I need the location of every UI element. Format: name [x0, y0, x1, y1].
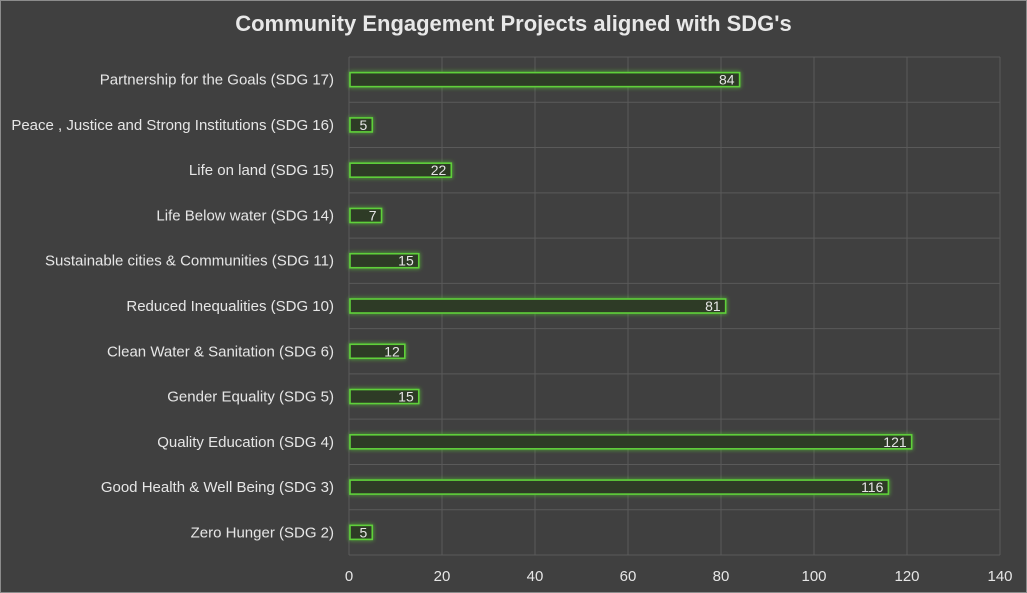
x-tick-label: 140: [987, 568, 1012, 585]
bar-value-label: 15: [398, 253, 414, 269]
bar-value-label: 5: [359, 117, 367, 133]
bar: [349, 252, 420, 269]
bar: [349, 388, 420, 405]
chart-title: Community Engagement Projects aligned wi…: [235, 11, 792, 36]
x-axis-tick-labels: 0 20 40 60 80 100 120 140: [345, 568, 1013, 585]
category-label: Life on land (SDG 15): [189, 162, 334, 179]
bar: [349, 343, 406, 360]
x-tick-label: 40: [527, 568, 544, 585]
x-tick-label: 100: [801, 568, 826, 585]
bar-value-label: 5: [359, 524, 367, 540]
x-tick-label: 20: [434, 568, 451, 585]
bar-value-label: 7: [369, 207, 377, 223]
bar: [349, 207, 383, 224]
category-label: Sustainable cities & Communities (SDG 11…: [45, 253, 334, 270]
category-label: Peace , Justice and Strong Institutions …: [11, 117, 334, 134]
bar-value-label: 12: [384, 343, 400, 359]
category-label: Quality Education (SDG 4): [157, 434, 334, 451]
category-label: Gender Equality (SDG 5): [167, 389, 334, 406]
bar: [349, 434, 913, 450]
x-tick-label: 80: [713, 568, 730, 585]
bar-value-label: 15: [398, 389, 414, 405]
bar: [349, 298, 727, 314]
bar: [349, 479, 890, 495]
bar-value-label: 116: [861, 479, 884, 495]
bar-value-label: 84: [719, 72, 735, 88]
bar-value-label: 81: [705, 298, 721, 314]
data-labels: 84 5 22 7 15 81 12 15 121 116 5: [359, 72, 906, 541]
category-label: Life Below water (SDG 14): [156, 207, 334, 224]
bar: [349, 162, 453, 178]
bars: [349, 71, 913, 541]
x-tick-label: 120: [894, 568, 919, 585]
category-label: Clean Water & Sanitation (SDG 6): [107, 343, 334, 360]
bar-value-label: 121: [883, 434, 907, 450]
category-label: Zero Hunger (SDG 2): [191, 524, 334, 541]
category-label: Partnership for the Goals (SDG 17): [100, 72, 334, 89]
category-labels: Partnership for the Goals (SDG 17) Peace …: [11, 72, 334, 542]
bar: [349, 524, 374, 541]
x-tick-label: 60: [620, 568, 637, 585]
x-tick-label: 0: [345, 568, 353, 585]
bar: [349, 71, 741, 88]
bar: [349, 117, 374, 133]
category-label: Reduced Inequalities (SDG 10): [126, 298, 334, 315]
category-label: Good Health & Well Being (SDG 3): [101, 479, 334, 496]
bar-value-label: 22: [431, 162, 447, 178]
